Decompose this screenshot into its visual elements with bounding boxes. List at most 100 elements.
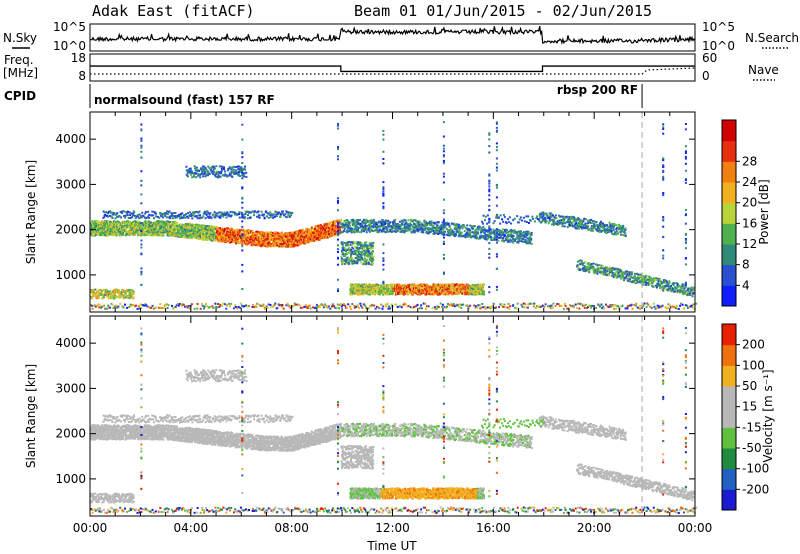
echo-point: [97, 303, 100, 306]
echo-point: [166, 234, 169, 237]
echo-point: [233, 307, 235, 310]
echo-point: [143, 228, 146, 231]
echo-point: [358, 227, 361, 229]
echo-point: [201, 304, 204, 307]
echo-point: [212, 225, 215, 228]
echo-point: [647, 303, 650, 306]
echo-point: [563, 302, 566, 305]
echo-point: [327, 228, 330, 231]
echo-point: [407, 223, 410, 226]
echo-point: [418, 307, 421, 310]
echo-point: [370, 219, 373, 222]
echo-point: [135, 225, 138, 228]
echo-point: [114, 305, 117, 308]
echo-point: [484, 307, 487, 310]
echo-point: [298, 233, 301, 236]
echo-point: [124, 292, 127, 295]
echo-point: [327, 226, 330, 229]
echo-point: [361, 306, 364, 309]
echo-point: [491, 305, 494, 308]
echo-point: [649, 305, 652, 308]
echo-point: [265, 241, 268, 244]
echo-point: [365, 227, 368, 230]
echo-point: [150, 214, 153, 217]
echo-point: [161, 216, 164, 219]
echo-point: [527, 303, 530, 306]
echo-point: [239, 228, 242, 231]
echo-point: [434, 229, 437, 231]
echo-point: [502, 306, 505, 308]
echo-point: [204, 212, 207, 215]
echo-point: [307, 232, 310, 234]
echo-point: [235, 242, 237, 245]
echo-point: [490, 306, 492, 308]
echo-point: [158, 223, 161, 226]
echo-point: [92, 226, 95, 229]
echo-point: [159, 303, 162, 305]
echo-point: [270, 245, 273, 248]
echo-point: [686, 307, 689, 309]
echo-point: [312, 228, 315, 231]
echo-point: [416, 221, 419, 224]
echo-point: [365, 218, 368, 221]
echo-point: [117, 296, 120, 299]
echo-point: [137, 224, 140, 227]
echo-point: [243, 217, 246, 220]
echo-point: [326, 236, 329, 239]
echo-point: [342, 253, 345, 256]
echo-point: [166, 213, 169, 216]
echo-point: [275, 215, 278, 218]
echo-point: [227, 169, 230, 172]
echo-point: [186, 175, 189, 178]
echo-point: [364, 224, 367, 227]
echo-point: [109, 294, 111, 297]
echo-point: [410, 220, 413, 223]
echo-point: [381, 227, 384, 230]
echo-point: [131, 289, 134, 292]
echo-point: [288, 215, 291, 218]
echo-point: [361, 223, 364, 226]
echo-point: [354, 252, 357, 255]
echo-point: [416, 228, 419, 231]
echo-point: [187, 216, 190, 219]
echo-point: [253, 234, 255, 237]
echo-point: [419, 228, 422, 231]
echo-point: [211, 239, 213, 242]
echo-point: [331, 303, 334, 306]
echo-point: [262, 240, 265, 242]
echo-point: [187, 305, 190, 307]
echo-point: [234, 166, 237, 168]
echo-point: [344, 250, 347, 252]
echo-point: [231, 175, 234, 178]
echo-point: [300, 240, 303, 243]
echo-point: [503, 303, 506, 306]
echo-point: [201, 302, 204, 305]
echo-point: [177, 226, 180, 229]
echo-point: [179, 213, 182, 215]
echo-point: [203, 210, 206, 213]
echo-point: [537, 306, 539, 308]
echo-point: [414, 219, 417, 222]
echo-point: [256, 302, 259, 305]
echo-point: [314, 235, 317, 238]
echo-point: [366, 248, 369, 251]
echo-point: [290, 245, 293, 248]
echo-point: [190, 212, 193, 215]
echo-point: [203, 305, 206, 308]
echo-point: [584, 303, 587, 306]
echo-point: [353, 249, 356, 252]
echo-point: [190, 215, 193, 217]
echo-point: [263, 213, 266, 216]
echo-point: [655, 307, 658, 309]
echo-point: [221, 304, 223, 307]
echo-point: [456, 304, 459, 307]
echo-point: [334, 306, 337, 309]
echo-point: [281, 245, 284, 248]
echo-point: [346, 248, 349, 251]
echo-point: [166, 230, 169, 233]
echo-point: [287, 245, 290, 248]
echo-point: [189, 226, 192, 229]
echo-point: [522, 302, 525, 305]
echo-point: [220, 215, 223, 217]
echo-point: [288, 305, 291, 308]
